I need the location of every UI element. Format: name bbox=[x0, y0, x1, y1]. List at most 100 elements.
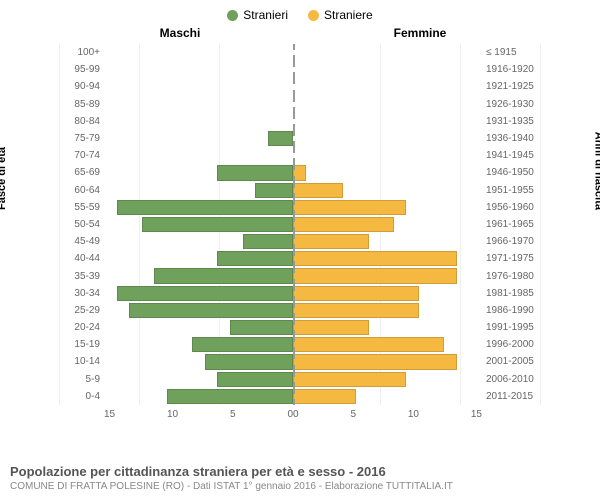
male-bar bbox=[129, 303, 293, 318]
center-divider bbox=[293, 164, 295, 181]
age-row: 70-74 1941-1945 bbox=[60, 147, 540, 164]
age-row: 55-591956-1960 bbox=[60, 199, 540, 216]
male-bar bbox=[217, 372, 293, 387]
age-label: 75-79 bbox=[60, 133, 104, 144]
birth-year-label: 1991-1995 bbox=[482, 322, 540, 333]
center-divider bbox=[293, 130, 295, 147]
age-label: 80-84 bbox=[60, 116, 104, 127]
male-bar bbox=[217, 251, 293, 266]
age-row: 15-191996-2000 bbox=[60, 336, 540, 353]
age-row: 90-94 1921-1925 bbox=[60, 78, 540, 95]
x-tick: 0 bbox=[293, 409, 299, 420]
x-axis: 151050 051015 bbox=[0, 405, 600, 420]
female-bar bbox=[293, 268, 457, 283]
birth-year-label: 1966-1970 bbox=[482, 236, 540, 247]
center-divider bbox=[293, 267, 295, 284]
birth-year-label: 1961-1965 bbox=[482, 219, 540, 230]
female-bar bbox=[293, 286, 419, 301]
age-row: 20-24 1991-1995 bbox=[60, 319, 540, 336]
center-divider bbox=[293, 233, 295, 250]
male-bar bbox=[154, 268, 293, 283]
male-bar bbox=[205, 354, 293, 369]
female-bar bbox=[293, 234, 369, 249]
age-row: 75-791936-1940 bbox=[60, 130, 540, 147]
x-tick: 10 bbox=[408, 409, 419, 420]
age-label: 30-34 bbox=[60, 288, 104, 299]
header-female: Femmine bbox=[300, 26, 540, 40]
female-bar bbox=[293, 251, 457, 266]
birth-year-label: 1976-1980 bbox=[482, 271, 540, 282]
age-row: 95-99 1916-1920 bbox=[60, 61, 540, 78]
x-tick: 15 bbox=[104, 409, 115, 420]
age-row: 0-42011-2015 bbox=[60, 388, 540, 405]
age-row: 100+≤ 1915 bbox=[60, 44, 540, 61]
chart-subtitle: COMUNE DI FRATTA POLESINE (RO) - Dati IS… bbox=[10, 481, 590, 492]
birth-year-label: 1941-1945 bbox=[482, 150, 540, 161]
y-axis-right-label: Anni di nascita bbox=[592, 132, 600, 210]
x-tick: 10 bbox=[167, 409, 178, 420]
pyramid-chart: Fasce di età Anni di nascita 100+≤ 19159… bbox=[0, 44, 600, 405]
age-row: 80-841931-1935 bbox=[60, 113, 540, 130]
center-divider bbox=[293, 250, 295, 267]
center-divider bbox=[293, 216, 295, 233]
center-divider bbox=[293, 182, 295, 199]
x-tick: 5 bbox=[230, 409, 236, 420]
male-bar bbox=[255, 183, 293, 198]
age-label: 0-4 bbox=[60, 391, 104, 402]
age-label: 15-19 bbox=[60, 339, 104, 350]
header-male: Maschi bbox=[60, 26, 300, 40]
male-bar bbox=[117, 200, 293, 215]
age-label: 95-99 bbox=[60, 64, 104, 75]
birth-year-label: 2006-2010 bbox=[482, 374, 540, 385]
male-bar bbox=[117, 286, 293, 301]
male-bar bbox=[243, 234, 293, 249]
age-row: 5-9 2006-2010 bbox=[60, 371, 540, 388]
chart-title: Popolazione per cittadinanza straniera p… bbox=[10, 464, 590, 479]
legend-female: Straniere bbox=[308, 8, 373, 22]
female-bar bbox=[293, 200, 406, 215]
y-axis-left-label: Fasce di età bbox=[0, 147, 8, 210]
center-divider bbox=[293, 44, 295, 61]
birth-year-label: 1956-1960 bbox=[482, 202, 540, 213]
birth-year-label: 1926-1930 bbox=[482, 99, 540, 110]
center-divider bbox=[293, 61, 295, 78]
age-label: 50-54 bbox=[60, 219, 104, 230]
age-label: 5-9 bbox=[60, 374, 104, 385]
legend-female-label: Straniere bbox=[324, 8, 373, 22]
male-bar bbox=[230, 320, 293, 335]
female-bar bbox=[293, 389, 356, 404]
footer: Popolazione per cittadinanza straniera p… bbox=[10, 464, 590, 492]
birth-year-label: 1981-1985 bbox=[482, 288, 540, 299]
center-divider bbox=[293, 336, 295, 353]
age-row: 10-14 2001-2005 bbox=[60, 353, 540, 370]
age-row: 65-691946-1950 bbox=[60, 164, 540, 181]
age-label: 90-94 bbox=[60, 81, 104, 92]
birth-year-label: 1946-1950 bbox=[482, 167, 540, 178]
female-bar bbox=[293, 372, 406, 387]
age-label: 100+ bbox=[60, 47, 104, 58]
age-label: 20-24 bbox=[60, 322, 104, 333]
age-row: 45-49 1966-1970 bbox=[60, 233, 540, 250]
age-label: 25-29 bbox=[60, 305, 104, 316]
age-label: 10-14 bbox=[60, 356, 104, 367]
birth-year-label: 2001-2005 bbox=[482, 356, 540, 367]
center-divider bbox=[293, 285, 295, 302]
female-bar bbox=[293, 217, 394, 232]
male-bar bbox=[268, 131, 293, 146]
center-divider bbox=[293, 199, 295, 216]
birth-year-label: 1921-1925 bbox=[482, 81, 540, 92]
x-tick: 15 bbox=[471, 409, 482, 420]
birth-year-label: 1916-1920 bbox=[482, 64, 540, 75]
age-label: 70-74 bbox=[60, 150, 104, 161]
birth-year-label: 1986-1990 bbox=[482, 305, 540, 316]
center-divider bbox=[293, 319, 295, 336]
age-row: 30-34 1981-1985 bbox=[60, 285, 540, 302]
age-row: 35-391976-1980 bbox=[60, 267, 540, 284]
age-label: 60-64 bbox=[60, 185, 104, 196]
center-divider bbox=[293, 147, 295, 164]
male-bar bbox=[192, 337, 293, 352]
x-tick: 5 bbox=[350, 409, 356, 420]
male-swatch bbox=[227, 10, 238, 21]
age-label: 45-49 bbox=[60, 236, 104, 247]
female-swatch bbox=[308, 10, 319, 21]
